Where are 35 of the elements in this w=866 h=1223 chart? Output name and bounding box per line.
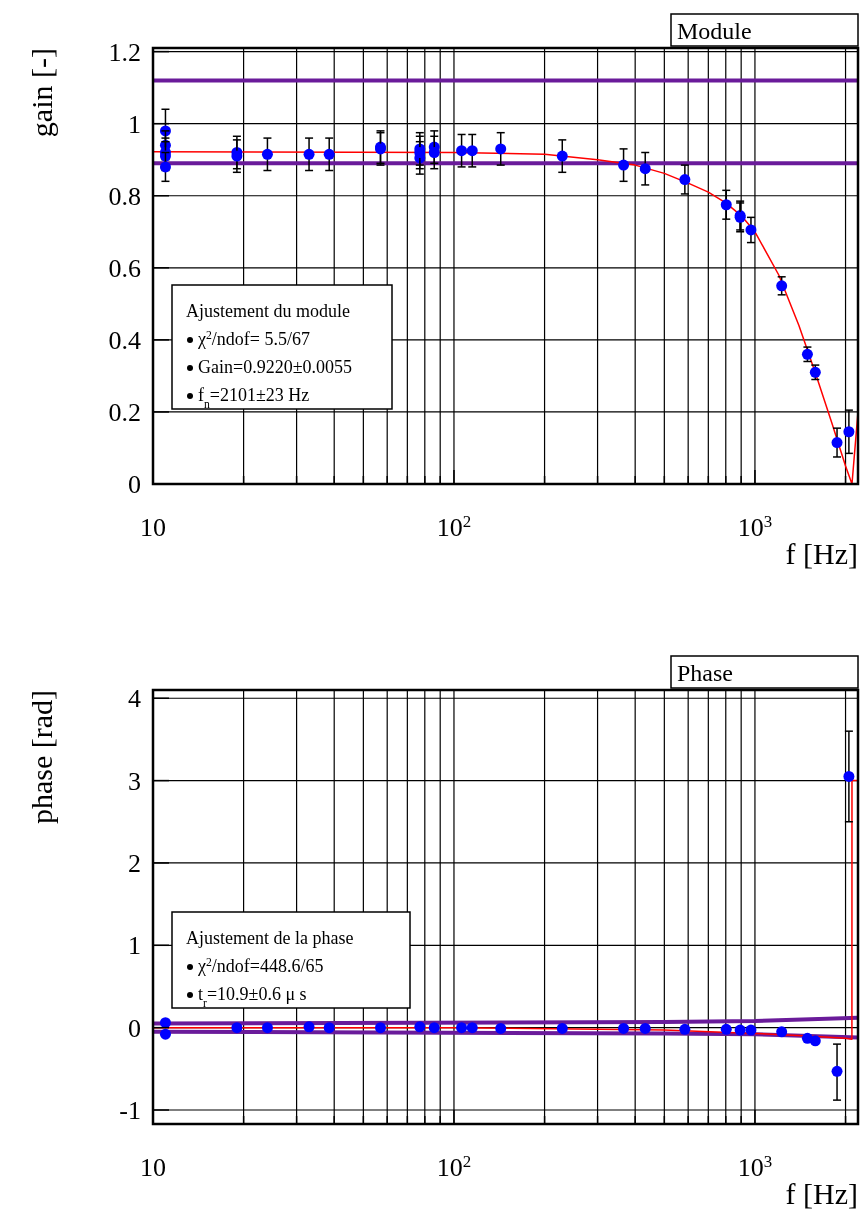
annotation: χ$^{2}$/ndof= 5.5/67: [197, 328, 310, 349]
y-tick-label: 4: [128, 684, 141, 714]
title-box: Phase: [670, 655, 859, 689]
annotation: Ajustement de la phase: [186, 928, 354, 948]
x-tick-label: 10$^{2}$: [436, 511, 472, 542]
y-tick-label: -1: [119, 1096, 141, 1126]
title-box: Module: [670, 13, 859, 47]
chart-title: Module: [677, 18, 752, 44]
annotation: Ajustement du module: [186, 301, 350, 321]
x-axis-title: f [Hz]: [785, 537, 858, 570]
x-tick-label: 10: [140, 513, 166, 542]
y-tick-label: 0.8: [108, 181, 141, 211]
annotation: Gain=0.9220±0.0055: [198, 357, 353, 377]
x-axis-title: f [Hz]: [785, 1177, 858, 1210]
y-tick-label: 0.6: [108, 253, 141, 283]
y-tick-label: 3: [128, 766, 141, 796]
y-tick-label: 1: [128, 931, 141, 961]
x-tick-label: 10$^{3}$: [737, 511, 773, 542]
x-tick-label: 10: [140, 1153, 166, 1182]
x-tick-label: 10$^{3}$: [737, 1151, 773, 1182]
x-tick-label: 10$^{2}$: [436, 1151, 472, 1182]
annotation: χ$^{2}$/ndof=448.6/65: [197, 955, 324, 976]
y-tick-label: 0.4: [108, 325, 141, 355]
y-tick-label: 0.2: [108, 398, 141, 428]
y-tick-label: 1.2: [108, 37, 141, 67]
fit-info-box: Ajustement de la phase χ$^{2}$/ndof=448.6/65 t$_{r}$=10.9±0.6 μ s: [171, 911, 411, 1010]
y-tick-label: 1: [128, 109, 141, 139]
y-axis-title: gain [-]: [25, 48, 58, 138]
y-tick-label: 0: [128, 470, 141, 500]
annotation: t$_{r}$=10.9±0.6 μ s: [198, 984, 307, 1010]
chart-title: Phase: [677, 660, 733, 686]
y-tick-label: 0: [128, 1013, 141, 1043]
annotation: f$_{n}$=2101±23 Hz: [198, 385, 310, 411]
y-axis-title: phase [rad]: [25, 690, 58, 825]
y-tick-label: 2: [128, 849, 141, 879]
